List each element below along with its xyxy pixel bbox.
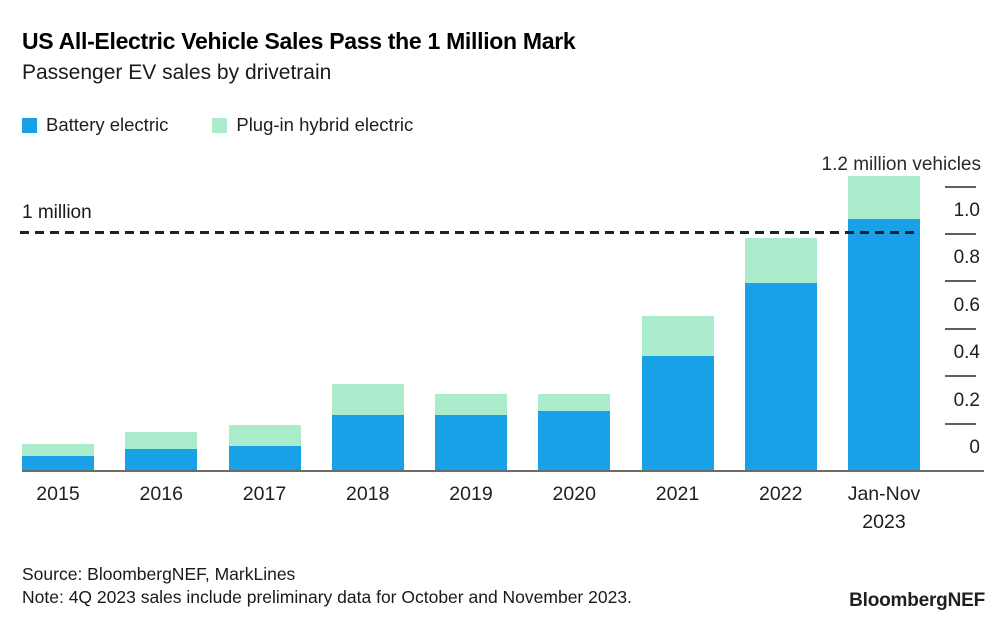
x-axis-label-2020: 2020: [552, 483, 596, 505]
bar-segment-battery-electric: [641, 356, 714, 470]
bar-2020: [538, 394, 611, 470]
reference-line-label: 1 million: [22, 202, 92, 223]
bar-2021: [641, 316, 714, 470]
x-axis-label-2017: 2017: [242, 483, 287, 505]
y-axis-tick-label: 0: [969, 437, 980, 458]
footer-source: Source: BloombergNEF, MarkLines: [22, 564, 296, 584]
bar-segment-battery-electric: [435, 415, 507, 470]
reference-line-1-million: [20, 231, 920, 234]
bar-segment-battery-electric: [125, 449, 198, 470]
bar-2017: [228, 425, 301, 470]
bar-2019: [435, 394, 507, 470]
y-axis-tick-line: [945, 186, 976, 188]
bar-jan-nov-2023: [848, 176, 920, 470]
stacked-bar-chart: 1.0 0.8 0.6 0.4 0.2 0 1 million 1.2 million v…: [20, 150, 984, 533]
chart-title: US All-Electric Vehicle Sales Pass the 1…: [22, 28, 576, 54]
bar-segment-battery-electric: [331, 415, 404, 470]
y-axis-tick-label: 0.2: [953, 390, 980, 411]
footer-note: Note: 4Q 2023 sales include preliminary …: [22, 587, 632, 607]
bar-segment-plug-in-hybrid: [22, 444, 94, 456]
bar-segment-battery-electric: [744, 283, 817, 470]
legend-item-battery-electric: Battery electric: [22, 114, 168, 136]
annotation-total-label: 1.2 million vehicles: [821, 154, 981, 175]
y-axis-tick-label: 0.4: [953, 342, 980, 363]
y-axis-tick-line: [945, 375, 976, 377]
bar-segment-battery-electric: [538, 411, 611, 470]
bar-segment-plug-in-hybrid: [538, 394, 611, 411]
y-axis-tick-line: [945, 328, 976, 330]
x-axis-label-2016: 2016: [139, 483, 183, 505]
legend-item-plug-in-hybrid: Plug-in hybrid electric: [212, 114, 413, 136]
y-axis-tick-label: 0.6: [953, 295, 980, 316]
x-axis-label-jan-nov-2023: Jan-Nov 2023: [847, 483, 921, 533]
y-axis-tick-line: [945, 423, 976, 425]
y-axis-tick-label: 1.0: [953, 200, 980, 221]
x-axis-label-2018: 2018: [346, 483, 390, 505]
bar-segment-plug-in-hybrid: [331, 384, 404, 415]
legend-swatch-battery-electric-icon: [22, 117, 37, 133]
bar-segment-battery-electric: [848, 219, 920, 470]
x-axis-label-2015: 2015: [36, 483, 80, 505]
bar-segment-battery-electric: [228, 446, 301, 470]
legend-swatch-plug-in-hybrid-icon: [212, 117, 228, 133]
bar-2018: [331, 384, 404, 470]
bar-2016: [125, 432, 198, 470]
bar-2015: [22, 444, 94, 470]
x-axis-label-2019: 2019: [449, 483, 493, 505]
legend: Battery electric Plug-in hybrid electric: [22, 114, 413, 136]
bar-segment-plug-in-hybrid: [125, 432, 198, 449]
bar-segment-plug-in-hybrid: [744, 238, 817, 283]
x-axis-label-2022: 2022: [759, 483, 803, 505]
x-axis-label-2021: 2021: [655, 483, 700, 505]
bar-segment-plug-in-hybrid: [435, 394, 507, 415]
x-axis-labels: 2015 2016 2017 2018 2019 2020 2021 2022 Jan-Nov …: [22, 480, 920, 536]
bar-segment-plug-in-hybrid: [228, 425, 301, 446]
bar-segment-battery-electric: [22, 456, 94, 470]
bar-2022: [744, 238, 817, 470]
bar-segment-plug-in-hybrid: [641, 316, 714, 356]
legend-label-plug-in-hybrid: Plug-in hybrid electric: [236, 114, 414, 135]
y-axis-tick-line: [945, 233, 976, 235]
brand-logo: BloombergNEF: [849, 590, 985, 611]
x-axis-baseline: [22, 470, 984, 472]
y-axis-tick-label: 0.8: [953, 247, 980, 268]
legend-label-battery-electric: Battery electric: [46, 114, 169, 135]
bars-container: [22, 150, 920, 470]
y-axis-tick-line: [945, 280, 976, 282]
chart-subtitle: Passenger EV sales by drivetrain: [22, 61, 332, 84]
bar-segment-plug-in-hybrid: [848, 176, 920, 219]
